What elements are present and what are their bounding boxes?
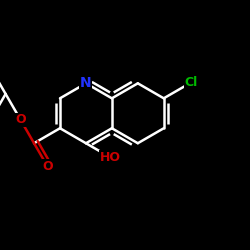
Text: N: N (80, 76, 92, 90)
Text: O: O (42, 160, 53, 173)
Text: Cl: Cl (184, 76, 198, 89)
Text: HO: HO (100, 151, 121, 164)
Text: O: O (15, 114, 26, 126)
